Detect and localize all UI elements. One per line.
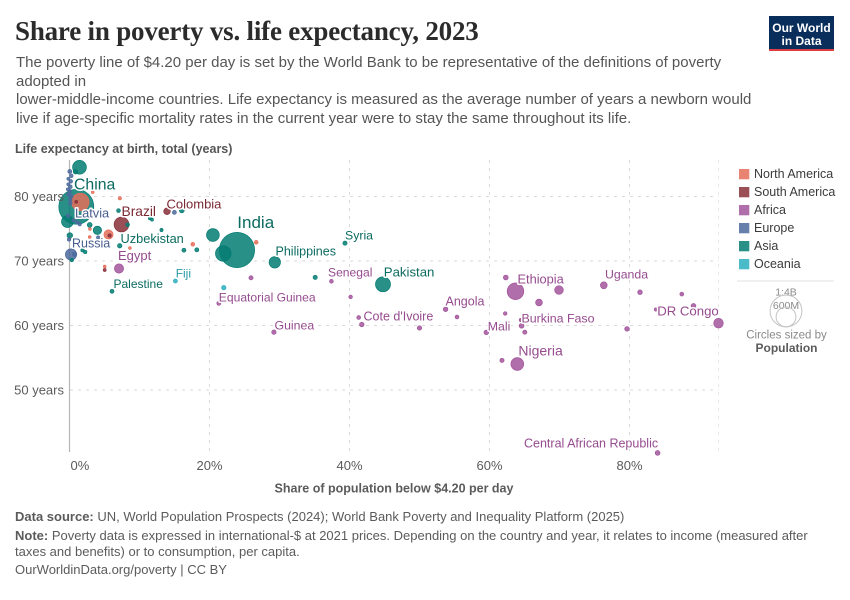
svg-text:Philippines: Philippines [276,245,336,259]
svg-text:Equatorial Guinea: Equatorial Guinea [219,291,316,305]
svg-text:Ethiopia: Ethiopia [518,272,565,287]
svg-text:60%: 60% [476,458,502,473]
svg-text:Guinea: Guinea [275,319,315,333]
svg-text:Colombia: Colombia [167,197,223,212]
svg-text:20%: 20% [196,458,222,473]
svg-text:Senegal: Senegal [328,266,372,280]
svg-text:China: China [74,177,115,194]
svg-text:Nigeria: Nigeria [518,343,563,359]
svg-text:Circles sized by: Circles sized by [746,330,827,342]
svg-text:Oceania: Oceania [754,257,801,271]
svg-text:Share of population below $4.2: Share of population below $4.20 per day [275,482,514,496]
svg-text:Latvia: Latvia [75,206,110,221]
svg-text:DR Congo: DR Congo [657,304,719,319]
svg-text:Pakistan: Pakistan [384,265,435,280]
svg-text:80%: 80% [616,458,642,473]
svg-text:600M: 600M [773,300,799,312]
svg-text:50 years: 50 years [14,383,64,398]
svg-text:Palestine: Palestine [114,277,164,291]
svg-text:Russia: Russia [72,237,110,251]
svg-text:India: India [237,213,274,232]
svg-text:40%: 40% [336,458,362,473]
svg-text:Asia: Asia [754,239,778,253]
svg-text:70 years: 70 years [14,254,64,269]
svg-text:Angola: Angola [446,295,485,309]
svg-text:0%: 0% [71,458,90,473]
svg-text:80 years: 80 years [14,189,64,204]
svg-text:Uzbekistan: Uzbekistan [121,231,184,246]
svg-text:Uganda: Uganda [605,268,648,282]
svg-text:Africa: Africa [754,203,786,217]
svg-text:Syria: Syria [345,229,373,243]
svg-text:Central African Republic: Central African Republic [524,437,658,451]
svg-text:North America: North America [754,167,833,181]
svg-text:South America: South America [754,185,835,199]
svg-text:Burkina Faso: Burkina Faso [522,312,595,326]
svg-text:Europe: Europe [754,221,794,235]
svg-text:Fiji: Fiji [176,267,191,281]
svg-text:1:4B: 1:4B [775,287,797,299]
svg-text:Mali: Mali [488,320,511,334]
svg-text:Brazil: Brazil [122,204,157,219]
svg-text:Cote d'Ivoire: Cote d'Ivoire [364,310,434,324]
svg-text:60 years: 60 years [14,318,64,333]
svg-text:Population: Population [756,341,818,355]
svg-text:Egypt: Egypt [118,248,152,263]
